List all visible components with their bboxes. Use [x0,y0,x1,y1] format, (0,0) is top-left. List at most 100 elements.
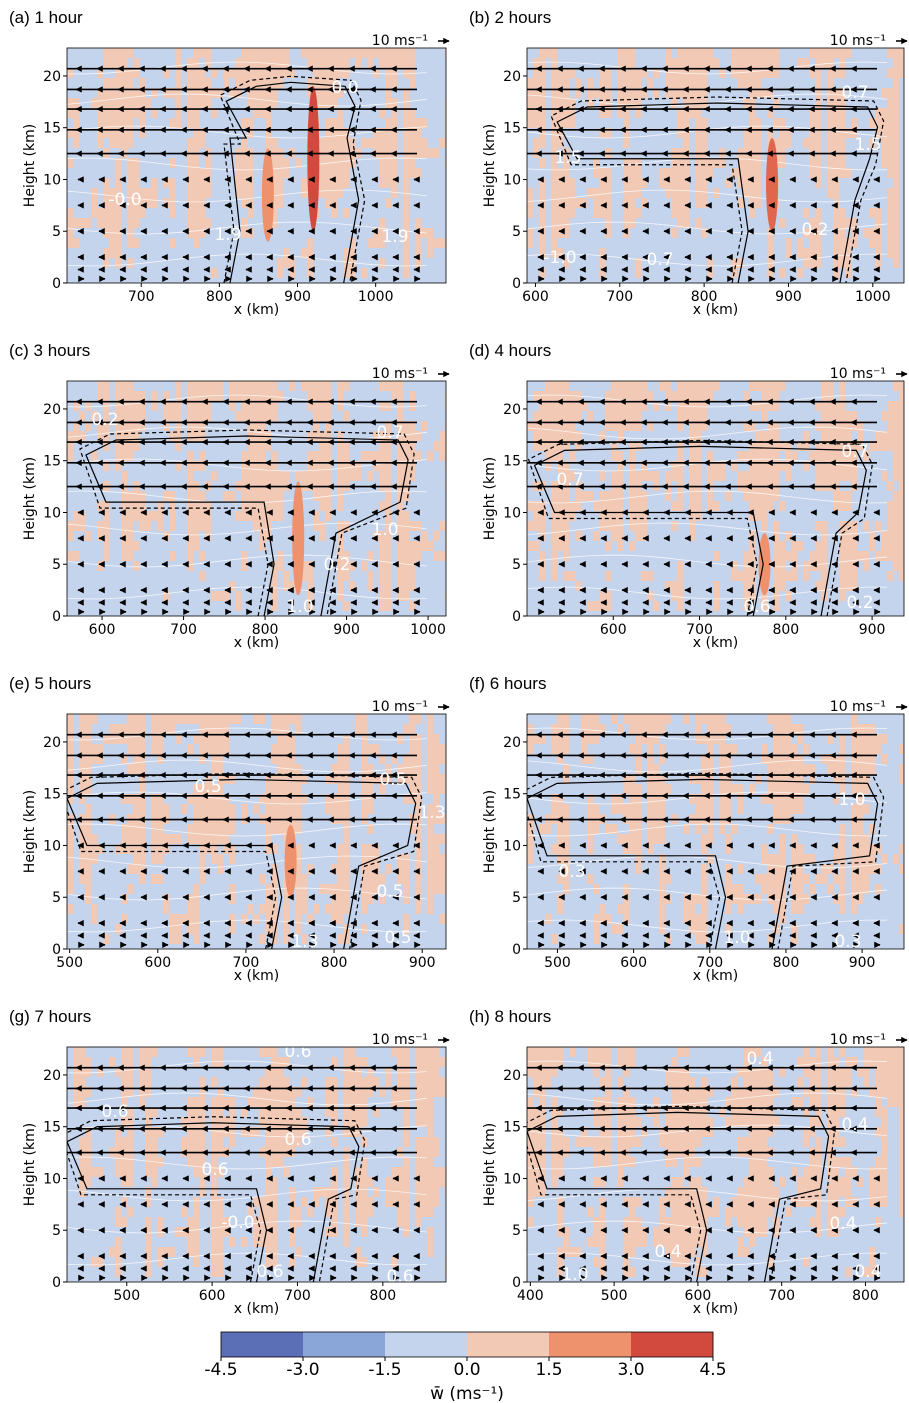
contour-line [527,1220,888,1234]
field-cell [539,734,546,744]
field-cell [379,501,386,511]
x-tick-label: 700 [768,1288,795,1304]
field-cell [737,571,744,581]
field-cell [629,1097,636,1147]
field-cell [809,551,816,571]
field-cell [665,1067,672,1087]
field-cell [259,794,266,804]
field-cell [127,1207,134,1217]
field-cell [611,441,618,461]
x-tick-label: 400 [517,1288,544,1304]
field-cell [869,1247,876,1277]
field-cell [791,1167,798,1177]
field-cell [845,168,852,178]
field-cell [211,68,218,78]
field-cell [283,714,290,854]
field-cell [881,471,888,481]
field-cell [217,1197,224,1277]
field-cell [127,1047,134,1097]
field-cell [115,1207,122,1227]
field-cell [247,1207,254,1217]
x-tick-label: 700 [284,1288,311,1304]
field-cell [899,764,904,784]
field-cell [749,784,756,794]
field-cell [869,1167,876,1207]
field-cell [331,764,338,784]
colorbar-label: w̄ (ms⁻¹) [430,1384,504,1403]
field-cell [881,411,888,421]
field-cell [169,834,176,844]
field-cell [665,894,672,904]
field-cell [821,754,828,764]
field-cell [839,491,846,511]
field-cell [803,431,810,451]
field-cell [187,1097,194,1167]
field-cell [527,1217,534,1227]
x-tick-label: 700 [696,955,723,971]
field-cell [827,734,834,744]
field-cell [445,754,446,774]
field-cell [743,1247,750,1257]
field-cell [121,48,128,158]
field-cell [641,714,648,744]
field-cell [629,541,636,551]
field-cell [235,58,242,98]
panel-title: (e) 5 hours [9,674,91,693]
field-cell [641,381,648,411]
field-cell [439,238,446,248]
field-cell [295,1247,302,1257]
field-cell [605,1047,612,1167]
field-cell [325,48,332,108]
field-cell [887,48,894,58]
field-cell [587,714,594,744]
field-cell [737,1187,744,1227]
field-cell [433,834,440,894]
field-cell [307,381,314,411]
field-cell [247,904,254,914]
field-cell [635,784,642,874]
field-cell [617,48,624,118]
field-cell [605,571,612,581]
field-cell [151,1047,158,1057]
field-cell [593,914,600,944]
field-cell [307,1097,314,1107]
x-tick-label: 900 [409,955,436,971]
field-cell [845,218,852,228]
contour-label: 0.2 [801,220,828,240]
field-cell [713,381,720,391]
contour-label: 1.9 [381,227,408,247]
contour-label: 0.2 [846,593,873,613]
field-cell [815,441,822,491]
field-cell [181,804,188,814]
field-cell [743,551,750,611]
field-cell [779,501,786,511]
field-cell [289,581,296,591]
field-cell [259,904,266,914]
y-tick-label: 20 [503,735,521,751]
field-cell [773,521,780,611]
field-cell [319,1187,326,1197]
field-cell [641,88,648,98]
field-cell [869,441,876,451]
field-cell [91,904,98,924]
field-cell [121,794,128,804]
field-cell [587,188,594,198]
field-cell [815,874,822,884]
plot-area [67,381,446,616]
field-cell [289,68,296,78]
x-tick-label: 800 [206,289,233,305]
field-cell [361,1257,368,1267]
field-cell [845,48,852,58]
field-cell [421,1047,428,1127]
field-cell [767,48,774,78]
field-cell [599,248,606,278]
field-cell [229,581,236,591]
field-cell [169,118,176,128]
field-cell [635,381,642,431]
field-cell [283,1167,290,1177]
field-cell [367,138,374,148]
field-cell [409,108,416,178]
field-cell [749,441,756,521]
field-cell [587,1137,594,1147]
field-cell [899,924,904,934]
